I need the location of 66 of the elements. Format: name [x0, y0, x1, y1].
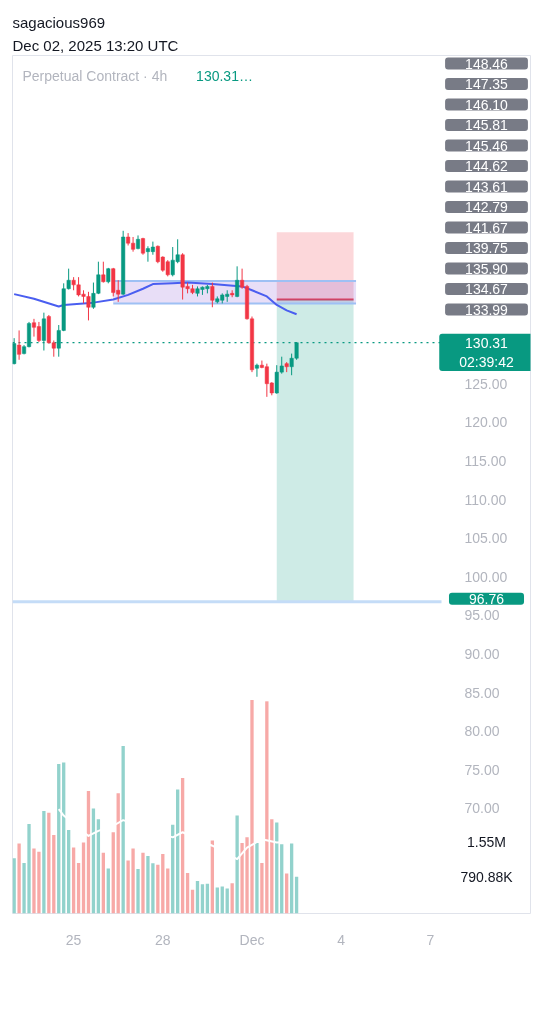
annotation: 141.67 — [465, 219, 509, 236]
candlestick — [210, 282, 215, 308]
bar — [52, 835, 56, 914]
x-tick-label: 7 — [426, 931, 435, 948]
bar — [106, 868, 110, 914]
candlestick — [235, 265, 240, 298]
text: sagacious969 — [12, 13, 106, 31]
bar — [280, 844, 284, 914]
y-tick-label: 95.00 — [464, 607, 500, 624]
y-tick-label: 75.00 — [464, 761, 500, 778]
annotation: 144.62 — [465, 158, 509, 174]
x-tick-label: Dec — [239, 931, 265, 948]
annotation: 142.79 — [465, 199, 509, 215]
text: Dec 02, 2025 13:20 UTC — [12, 36, 179, 54]
candlestick — [36, 321, 41, 343]
annotation: 133.99 — [465, 301, 509, 318]
y-tick-label: 120.00 — [464, 414, 508, 431]
candlestick — [17, 329, 22, 361]
bar — [12, 858, 16, 914]
y-tick-label: 85.00 — [464, 684, 500, 701]
y-tick-label: 105.00 — [464, 530, 508, 547]
x-tick-label: 28 — [155, 931, 171, 948]
annotation: 143.61 — [465, 178, 509, 195]
bar — [235, 815, 239, 914]
y-tick-label: 125.00 — [464, 375, 508, 392]
annotation: 145.46 — [465, 137, 509, 154]
bar — [230, 883, 234, 914]
bar — [225, 888, 229, 914]
bar — [17, 843, 21, 914]
bar — [111, 832, 115, 914]
y-tick-label: 80.00 — [464, 723, 500, 740]
bar — [47, 812, 51, 914]
bar — [289, 843, 294, 914]
annotation: 146.10 — [465, 96, 509, 113]
annotation: 139.75 — [465, 240, 509, 256]
bar — [67, 829, 71, 914]
candlestick — [254, 363, 259, 378]
candlestick — [101, 261, 106, 284]
bar — [255, 842, 259, 914]
annotation: 134.67 — [465, 281, 509, 297]
bar — [81, 842, 86, 914]
y-tick-label: 115.00 — [464, 452, 507, 469]
bar — [166, 868, 170, 914]
annotation: 148.46 — [465, 55, 509, 72]
y2-tick-label: 1.55M — [467, 833, 506, 850]
y-tick-label: 70.00 — [464, 800, 500, 817]
bar — [185, 873, 190, 914]
bar — [141, 852, 145, 914]
x-tick-label: 25 — [65, 931, 82, 948]
ref-line-label: 130.31 02:39:42 — [459, 334, 514, 370]
annotation: 130.31… — [196, 67, 253, 84]
candlestick — [150, 241, 155, 256]
bar — [42, 810, 46, 914]
y-tick-label: 110.00 — [464, 491, 507, 508]
x-tick-label: 4 — [337, 931, 346, 948]
ref-line-label: 96.76 — [468, 590, 505, 607]
annotation: 135.90 — [465, 260, 509, 277]
y-tick-label: 90.00 — [464, 646, 500, 663]
annotation: 145.81 — [465, 117, 509, 133]
text: Perpetual Contract · 4h — [22, 67, 168, 84]
bar — [200, 884, 205, 914]
bar — [136, 868, 140, 914]
annotation: 147.35 — [465, 76, 509, 92]
candlestick — [41, 312, 46, 352]
y2-tick-label: 790.88K — [460, 868, 514, 885]
y-tick-label: 100.00 — [464, 568, 508, 585]
